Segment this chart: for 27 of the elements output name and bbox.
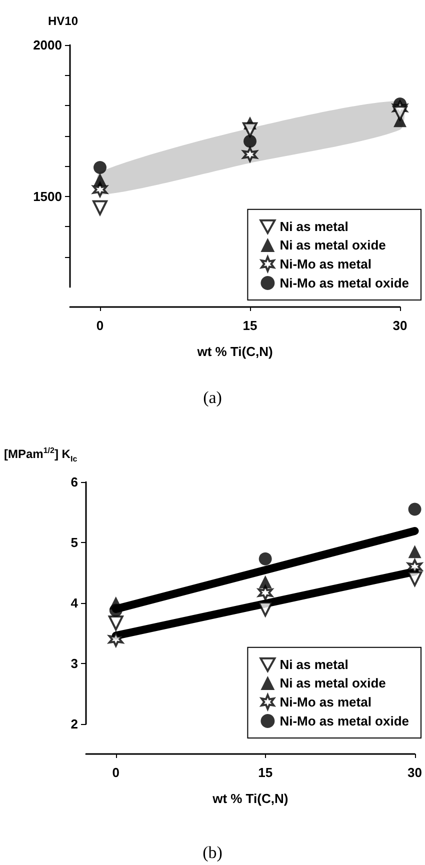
legend-label: Ni-Mo as metal oxide [280, 276, 410, 290]
legend-label: Ni as metal [280, 219, 348, 234]
x-tick-label: 15 [258, 765, 273, 780]
y-axis-title: [MPam$^{1/2}$] K$_{Ic}$ [4, 446, 78, 464]
x-tick-label: 15 [242, 318, 258, 333]
y-tick-label: 2000 [33, 38, 62, 52]
legend-label: Ni as metal oxide [280, 238, 386, 252]
y-tick-label: 1500 [33, 188, 62, 204]
y-tick-label: 6 [70, 474, 78, 490]
y-tick-label: 3 [70, 656, 78, 671]
y-tick-label: 4 [70, 596, 79, 610]
x-tick-label: 0 [96, 318, 104, 333]
legend-label: Ni-Mo as metal oxide [280, 714, 410, 728]
legend-label: Ni-Mo as metal [280, 256, 372, 272]
x-tick-label: 30 [392, 318, 408, 333]
y-axis-title: HV10 [48, 14, 78, 28]
legend-label: Ni as metal oxide [280, 676, 386, 690]
x-axis-title: wt % Ti(C,N) [196, 344, 273, 359]
x-tick-label: 30 [408, 765, 422, 780]
legend-label: Ni-Mo as metal [280, 694, 372, 710]
legend-label: Ni as metal [280, 657, 348, 672]
x-axis-title: wt % Ti(C,N) [212, 791, 288, 806]
text: (a) [203, 388, 222, 407]
x-tick-label: 0 [112, 765, 120, 780]
text: (b) [202, 843, 222, 862]
y-tick-label: 5 [70, 535, 78, 550]
y-tick-label: 2 [70, 716, 78, 732]
